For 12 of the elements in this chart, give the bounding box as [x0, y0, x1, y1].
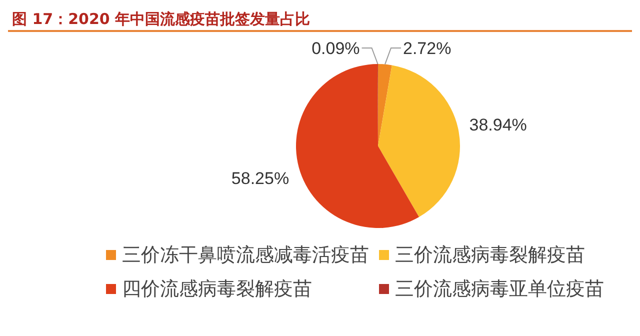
- legend-label: 三价流感病毒亚单位疫苗: [395, 277, 604, 302]
- pie-slice: [378, 65, 460, 217]
- data-label: 38.94%: [469, 116, 527, 135]
- legend-label: 三价流感病毒裂解疫苗: [395, 243, 585, 268]
- legend-label: 三价冻干鼻喷流感减毒活疫苗: [122, 243, 369, 268]
- data-label: 58.25%: [231, 168, 290, 188]
- pie-slice: [296, 64, 420, 228]
- data-label: 2.72%: [403, 38, 452, 58]
- chart-title: 图 17：2020 年中国流感疫苗批签发量占比: [11, 9, 312, 30]
- data-label: 0.09%: [312, 38, 360, 58]
- pie-slice: [378, 64, 392, 146]
- legend-label: 四价流感病毒裂解疫苗: [122, 277, 312, 302]
